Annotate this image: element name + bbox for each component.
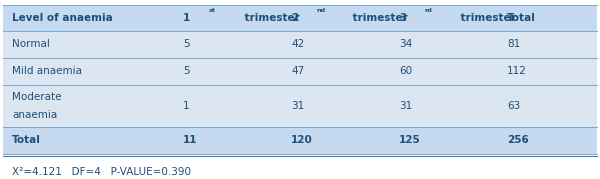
- Bar: [3, 127, 597, 154]
- Text: 1: 1: [183, 101, 190, 111]
- Text: 60: 60: [399, 66, 412, 76]
- Text: 1: 1: [183, 13, 190, 23]
- Text: 47: 47: [291, 66, 304, 76]
- Bar: [3, 5, 597, 31]
- Bar: [3, 85, 597, 127]
- Text: X²=4.121   DF=4   P-VALUE=0.390: X²=4.121 DF=4 P-VALUE=0.390: [12, 167, 191, 177]
- Text: Moderate: Moderate: [12, 92, 62, 102]
- Text: 125: 125: [399, 136, 421, 146]
- Text: Mild anaemia: Mild anaemia: [12, 66, 82, 76]
- Text: 34: 34: [399, 39, 412, 49]
- Text: 5: 5: [183, 66, 190, 76]
- Text: Level of anaemia: Level of anaemia: [12, 13, 113, 23]
- Text: 42: 42: [291, 39, 304, 49]
- Text: Total: Total: [507, 13, 536, 23]
- Text: 256: 256: [507, 136, 529, 146]
- Bar: [3, 31, 597, 58]
- Text: 2: 2: [291, 13, 298, 23]
- Text: trimester: trimester: [349, 13, 408, 23]
- Text: 63: 63: [507, 101, 520, 111]
- Text: anaemia: anaemia: [12, 110, 57, 120]
- Text: 31: 31: [399, 101, 412, 111]
- Text: trimester: trimester: [241, 13, 300, 23]
- Text: 3: 3: [399, 13, 406, 23]
- Text: 5: 5: [183, 39, 190, 49]
- Text: trimester: trimester: [457, 13, 516, 23]
- Text: st: st: [209, 8, 216, 13]
- Text: Total: Total: [12, 136, 41, 146]
- Text: 81: 81: [507, 39, 520, 49]
- Text: 11: 11: [183, 136, 197, 146]
- Text: rd: rd: [425, 8, 433, 13]
- Bar: [3, 58, 597, 85]
- Text: 112: 112: [507, 66, 527, 76]
- Text: nd: nd: [317, 8, 326, 13]
- Text: Normal: Normal: [12, 39, 50, 49]
- Text: 120: 120: [291, 136, 313, 146]
- Text: 31: 31: [291, 101, 304, 111]
